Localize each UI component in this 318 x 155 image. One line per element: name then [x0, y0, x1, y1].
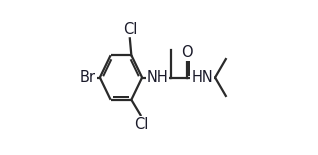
Text: Cl: Cl — [123, 22, 138, 37]
Text: Br: Br — [80, 70, 96, 85]
Text: Cl: Cl — [134, 117, 149, 132]
Text: O: O — [182, 45, 193, 60]
Text: HN: HN — [191, 70, 213, 85]
Text: NH: NH — [147, 70, 168, 85]
